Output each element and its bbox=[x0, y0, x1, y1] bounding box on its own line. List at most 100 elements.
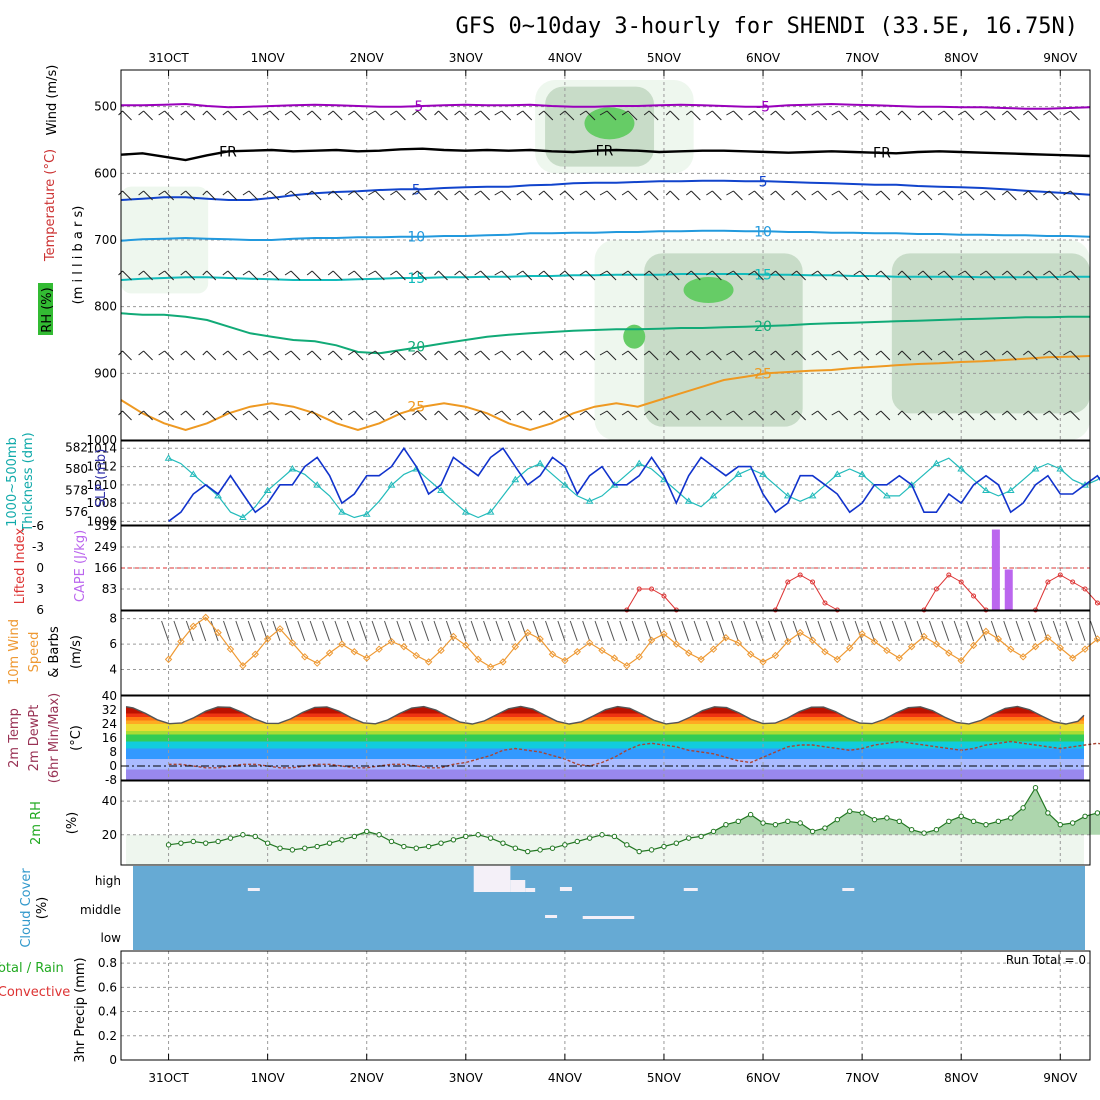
temperature-band bbox=[126, 720, 1084, 724]
wind10m-barb bbox=[359, 620, 368, 642]
wind-barb-flag bbox=[979, 270, 987, 276]
wind-barb bbox=[754, 410, 764, 421]
thickness-marker bbox=[684, 497, 693, 504]
wind10m-speed-marker bbox=[734, 639, 742, 647]
wind-barb bbox=[1006, 270, 1017, 281]
wind10m-barb bbox=[161, 620, 170, 642]
wind-barb-flag bbox=[559, 350, 566, 356]
wind-barb-flag bbox=[579, 350, 587, 356]
wind-barb bbox=[817, 350, 828, 361]
cape-tick-label: 166 bbox=[94, 561, 117, 575]
wind-barb bbox=[248, 190, 259, 201]
li-tick-label: -6 bbox=[32, 519, 44, 533]
wind-barb bbox=[374, 110, 385, 121]
wind-barb-flag bbox=[1043, 410, 1050, 416]
wind-barb bbox=[480, 410, 490, 421]
wind-barb-flag bbox=[897, 110, 903, 116]
rh-marker bbox=[203, 840, 209, 846]
wind-barb bbox=[248, 110, 259, 121]
wind-barb bbox=[564, 350, 575, 361]
wind-barb-flag bbox=[180, 190, 187, 196]
wind-barb bbox=[543, 410, 554, 421]
wind10m-barb bbox=[557, 620, 566, 642]
temperature-tick-label: 8 bbox=[109, 745, 117, 759]
wind-barb-flag bbox=[1023, 190, 1029, 196]
wind-barb-flag bbox=[1001, 410, 1008, 416]
wind-barb-flag bbox=[979, 190, 987, 196]
wind10m-speed-marker bbox=[746, 650, 755, 658]
cloud-clear-patch bbox=[683, 888, 698, 891]
rh-marker bbox=[797, 820, 803, 826]
wind-barb bbox=[796, 350, 806, 361]
rh-fill-mid bbox=[644, 253, 803, 427]
wind-barb bbox=[164, 110, 175, 121]
temperature-line bbox=[125, 705, 1085, 725]
wind-barb bbox=[417, 190, 427, 201]
wind-barb-flag bbox=[748, 270, 755, 276]
wind-barb bbox=[985, 410, 996, 421]
thickness-marker bbox=[486, 508, 495, 515]
wind-barb bbox=[480, 110, 490, 121]
wind10m-speed-marker bbox=[907, 642, 916, 651]
thickness-marker bbox=[536, 459, 544, 467]
li-tick-label: 3 bbox=[36, 582, 44, 596]
wind-barb-flag bbox=[390, 350, 397, 356]
dewpoint-line bbox=[168, 740, 1100, 769]
wind-barb-flag bbox=[726, 410, 734, 416]
wind-barb bbox=[353, 270, 364, 281]
wind-barb bbox=[122, 190, 132, 201]
wind-barb bbox=[1049, 110, 1059, 121]
rh-marker bbox=[364, 828, 370, 835]
wind10m-speed-marker bbox=[400, 642, 408, 651]
wind10m-barb bbox=[904, 620, 913, 642]
wind-barb-flag bbox=[347, 410, 355, 416]
wind10m-speed-marker bbox=[771, 651, 780, 660]
wind-barb-flag bbox=[811, 190, 818, 196]
wind-barb-flag bbox=[538, 350, 545, 356]
rh-tick-label: 20 bbox=[102, 828, 117, 842]
wind-barb bbox=[1070, 350, 1080, 361]
wind-barb-flag bbox=[706, 410, 713, 416]
rh-area bbox=[168, 787, 1100, 835]
wind-barb bbox=[374, 410, 385, 421]
wind10m-speed-marker bbox=[251, 650, 259, 658]
wind-barb bbox=[648, 350, 659, 361]
wind-barb bbox=[1070, 410, 1080, 421]
wind-barb bbox=[438, 410, 448, 421]
wind-barb bbox=[712, 110, 722, 121]
wind-barb-flag bbox=[368, 190, 376, 196]
wind-barb-flag bbox=[368, 410, 376, 416]
wind-barb-flag bbox=[1063, 270, 1071, 276]
wind10m-barb bbox=[483, 620, 492, 642]
wind10m-speed-marker bbox=[412, 651, 420, 660]
wind10m-speed-marker bbox=[858, 630, 866, 638]
wind-barb bbox=[690, 110, 701, 121]
wind-barb-flag bbox=[242, 410, 250, 416]
wind-barb bbox=[838, 270, 849, 281]
wind-barb-flag bbox=[1063, 350, 1071, 356]
wind-barb-flag bbox=[726, 350, 734, 356]
rh-marker bbox=[933, 827, 940, 833]
wind-barb-flag bbox=[685, 350, 692, 356]
cape-tick-label: 83 bbox=[102, 582, 117, 596]
temperature-tick-label: 16 bbox=[102, 731, 117, 745]
time-label-bottom: 8NOV bbox=[944, 1071, 979, 1085]
wind-barb bbox=[374, 270, 385, 281]
wind-barb bbox=[122, 110, 132, 121]
wind-barb-flag bbox=[706, 270, 713, 276]
temperature-band bbox=[126, 731, 1084, 735]
wind-barb-flag bbox=[579, 410, 587, 416]
li-tick-label: -3 bbox=[32, 540, 44, 554]
wind-barb bbox=[712, 410, 722, 421]
lifted-index-marker bbox=[971, 593, 977, 599]
rh-marker bbox=[165, 842, 172, 848]
wind-barb bbox=[311, 270, 322, 281]
wind-barb bbox=[206, 190, 217, 201]
precip-tick-label: 0.4 bbox=[98, 1005, 117, 1019]
wind-barb bbox=[290, 190, 301, 201]
wind10m-barb bbox=[928, 620, 937, 642]
minmax-label: (6hr Min/Max) bbox=[47, 693, 62, 783]
wind-barb-flag bbox=[937, 350, 945, 356]
wind-barb bbox=[353, 410, 364, 421]
wind10m-speed-marker bbox=[474, 655, 482, 664]
